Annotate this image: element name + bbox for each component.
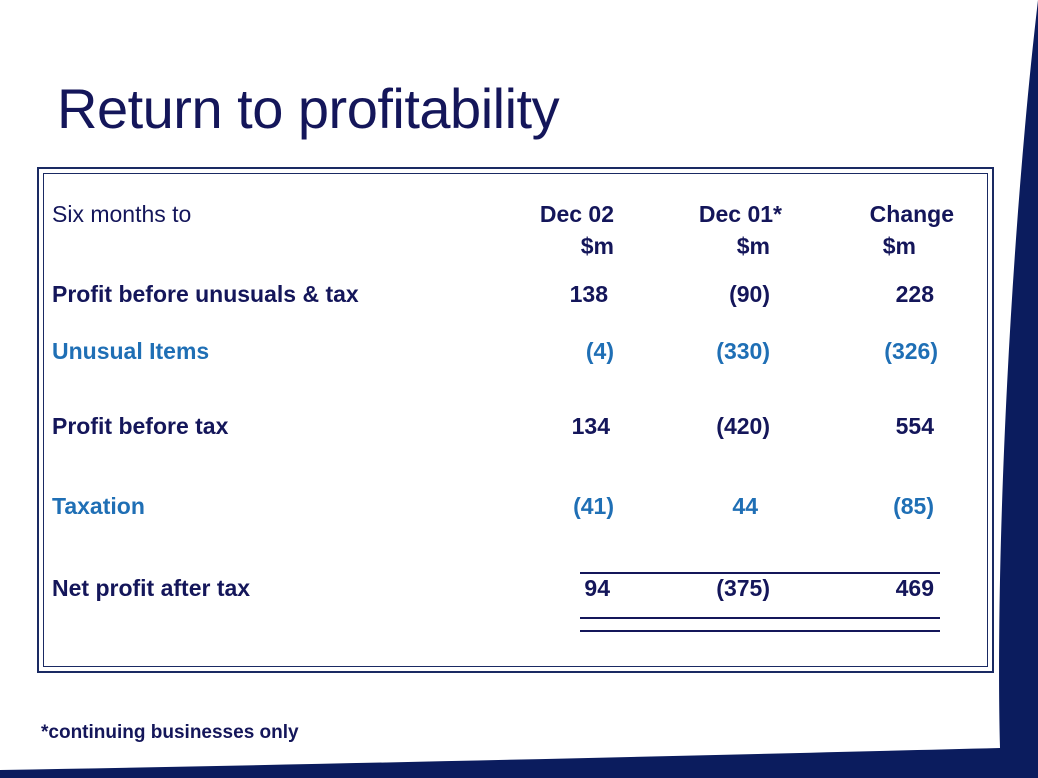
footnote: *continuing businesses only [41,722,299,743]
row-value-dec02: (4) [585,338,614,364]
row-label: Net profit after tax [52,575,251,601]
row-value-dec01: (375) [716,575,770,601]
row-value-change: 469 [895,575,934,601]
subtotal-rule [580,572,940,574]
header-unit-change: $m [882,233,916,259]
row-value-dec02: 138 [569,281,608,307]
slide-title: Return to profitability [57,77,560,140]
row-value-dec01: (330) [716,338,770,364]
row-value-dec01: (90) [729,281,770,307]
row-value-dec02: (41) [573,493,614,519]
header-label: Six months to [52,201,192,227]
row-label: Taxation [52,493,145,519]
row-value-dec02: 94 [584,575,610,601]
row-value-change: 554 [895,413,934,439]
total-double-rule-bottom [580,630,940,632]
row-value-change: (85) [893,493,934,519]
header-unit-dec01: $m [736,233,770,259]
row-value-change: (326) [884,338,938,364]
header-unit-dec02: $m [580,233,614,259]
total-double-rule-top [580,617,940,619]
row-value-dec02: 134 [571,413,610,439]
row-value-change: 228 [895,281,934,307]
row-label: Unusual Items [52,338,210,364]
header-col-dec01: Dec 01* [698,201,782,227]
row-label: Profit before unusuals & tax [52,281,359,307]
row-label: Profit before tax [52,413,229,439]
header-col-change: Change [869,201,954,227]
row-value-dec01: (420) [716,413,770,439]
header-col-dec02: Dec 02 [539,201,614,227]
results-table-panel [37,167,994,673]
row-value-dec01: 44 [732,493,758,519]
